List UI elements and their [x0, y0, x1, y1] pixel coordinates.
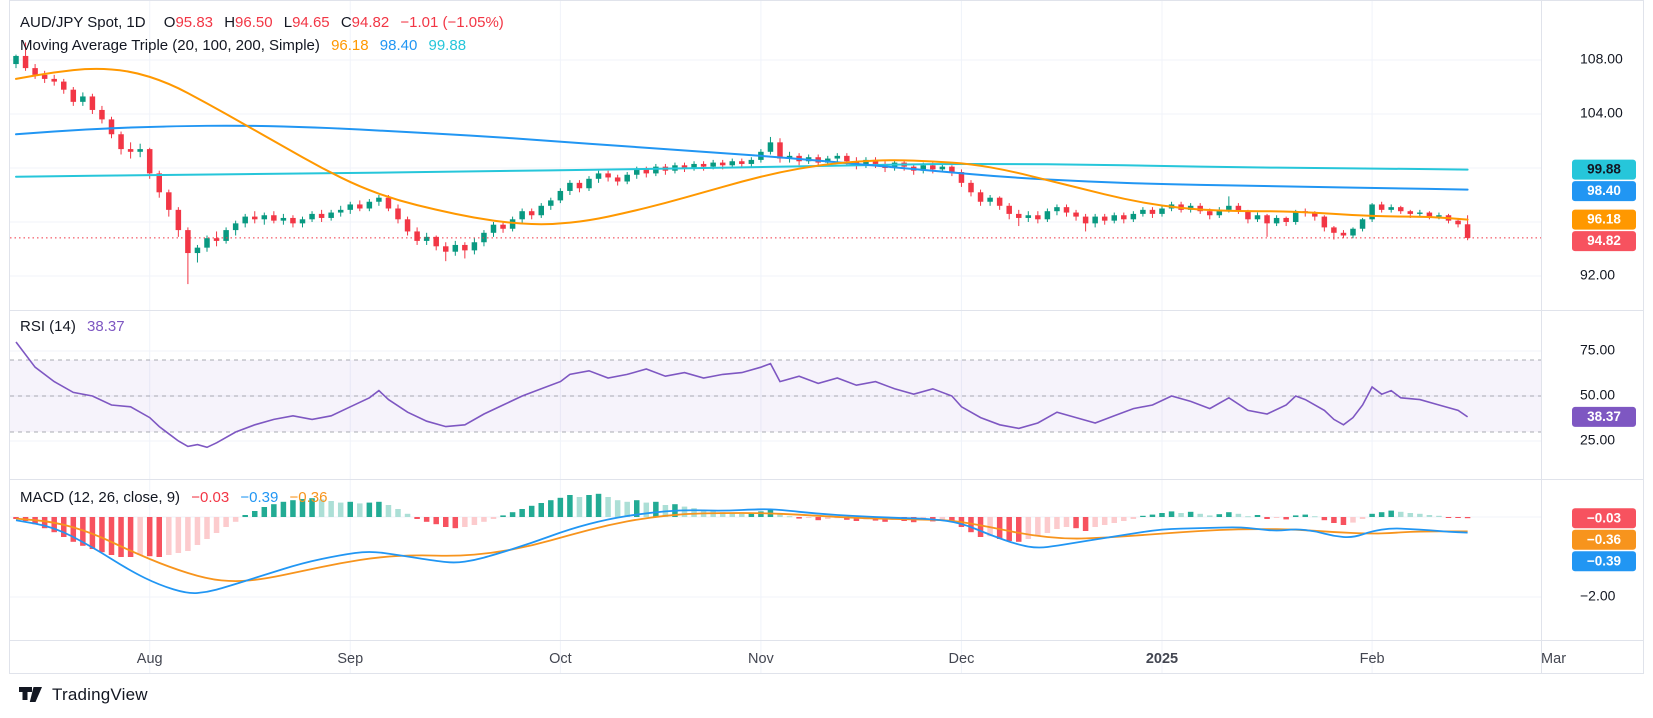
time-axis-label: Dec [949, 651, 975, 667]
rsi-badge: 38.37 [1572, 406, 1636, 427]
open-label: O [163, 14, 176, 31]
ma100-line [15, 124, 1469, 191]
axis-tick-label: −2.00 [1580, 588, 1616, 604]
high-label: H [224, 14, 236, 31]
svg-text:96.18: 96.18 [1587, 212, 1621, 227]
ma100-value: 98.40 [379, 37, 418, 54]
rsi-line [15, 341, 1469, 449]
time-axis-label: 2025 [1146, 651, 1178, 667]
symbol-title[interactable]: AUD/JPY Spot, 1D [20, 14, 146, 31]
macd-legend[interactable]: MACD (12, 26, close, 9) −0.03 −0.39 −0.3… [20, 489, 327, 506]
last-price-badge: 94.82 [1572, 231, 1636, 252]
high-value: 96.50 [235, 14, 273, 31]
open-value: 95.83 [175, 14, 214, 31]
svg-text:−0.36: −0.36 [1587, 532, 1622, 547]
tradingview-logo-text: TradingView [52, 685, 148, 704]
macd-line-value: −0.39 [240, 489, 279, 506]
time-axis-label: Nov [748, 651, 775, 667]
signal-badge: −0.36 [1572, 529, 1636, 550]
rsi-value: 38.37 [87, 318, 125, 335]
svg-text:94.82: 94.82 [1587, 233, 1621, 248]
axis-tick-label: 75.00 [1580, 342, 1615, 358]
time-axis-label: Mar [1541, 651, 1566, 667]
svg-text:−0.03: −0.03 [1587, 510, 1622, 525]
svg-text:99.88: 99.88 [1587, 162, 1621, 177]
axis-tick-label: 50.00 [1580, 387, 1615, 403]
hist-badge: −0.03 [1572, 508, 1636, 529]
change-value: −1.01 (−1.05%) [400, 14, 504, 31]
ma20-value: 96.18 [331, 37, 369, 54]
macd-badge: −0.39 [1572, 551, 1636, 572]
axis-tick-label: 92.00 [1580, 267, 1615, 283]
rsi-band [10, 360, 1541, 432]
close-label: C [340, 14, 352, 31]
ma20-badge: 96.18 [1572, 209, 1636, 230]
axis-tick-label: 104.00 [1580, 105, 1623, 121]
time-axis-label: Feb [1360, 651, 1385, 667]
macd-line [15, 508, 1468, 595]
time-axis-label: Aug [137, 651, 163, 667]
ma200-value: 99.88 [428, 37, 467, 54]
tradingview-logo-icon [19, 687, 42, 702]
price-axis[interactable]: 108.00 104.00 92.00 75.00 50.00 25.00 −2.00 99.… [1572, 51, 1636, 604]
axis-tick-label: 108.00 [1580, 51, 1623, 67]
macd-signal-value: −0.36 [289, 489, 328, 506]
price-pane[interactable] [10, 42, 1541, 285]
ma-triple-legend[interactable]: Moving Average Triple (20, 100, 200, Sim… [20, 37, 466, 54]
svg-text:38.37: 38.37 [1587, 409, 1621, 424]
close-value: 94.82 [351, 14, 390, 31]
macd-histogram [13, 493, 1471, 557]
time-axis-label: Sep [337, 651, 363, 667]
low-label: L [283, 14, 293, 31]
ma20-line [15, 67, 1469, 226]
macd-pane[interactable] [13, 493, 1471, 595]
pane-separators [9, 0, 1644, 674]
ma200-badge: 99.88 [1572, 159, 1636, 180]
tradingview-branding[interactable]: TradingView [18, 684, 148, 706]
candlestick-series [13, 42, 1471, 285]
grid-lines [10, 0, 1541, 673]
svg-text:−0.39: −0.39 [1587, 553, 1621, 568]
low-value: 94.65 [292, 14, 330, 31]
macd-hist-value: −0.03 [191, 489, 230, 506]
rsi-pane[interactable] [10, 341, 1541, 449]
macd-signal-line [15, 512, 1468, 582]
time-axis-label: Oct [549, 651, 572, 667]
svg-text:98.40: 98.40 [1587, 183, 1621, 198]
rsi-title[interactable]: RSI (14) [20, 318, 76, 335]
macd-title[interactable]: MACD (12, 26, close, 9) [20, 489, 181, 506]
ma-triple-title[interactable]: Moving Average Triple (20, 100, 200, Sim… [20, 37, 320, 54]
ma100-badge: 98.40 [1572, 181, 1636, 202]
time-axis[interactable]: Aug Sep Oct Nov Dec 2025 Feb Mar [137, 651, 1566, 667]
symbol-legend[interactable]: AUD/JPY Spot, 1D O95.83 H96.50 L94.65 C9… [20, 14, 504, 31]
rsi-legend[interactable]: RSI (14) 38.37 [20, 318, 125, 335]
axis-tick-label: 25.00 [1580, 432, 1615, 448]
